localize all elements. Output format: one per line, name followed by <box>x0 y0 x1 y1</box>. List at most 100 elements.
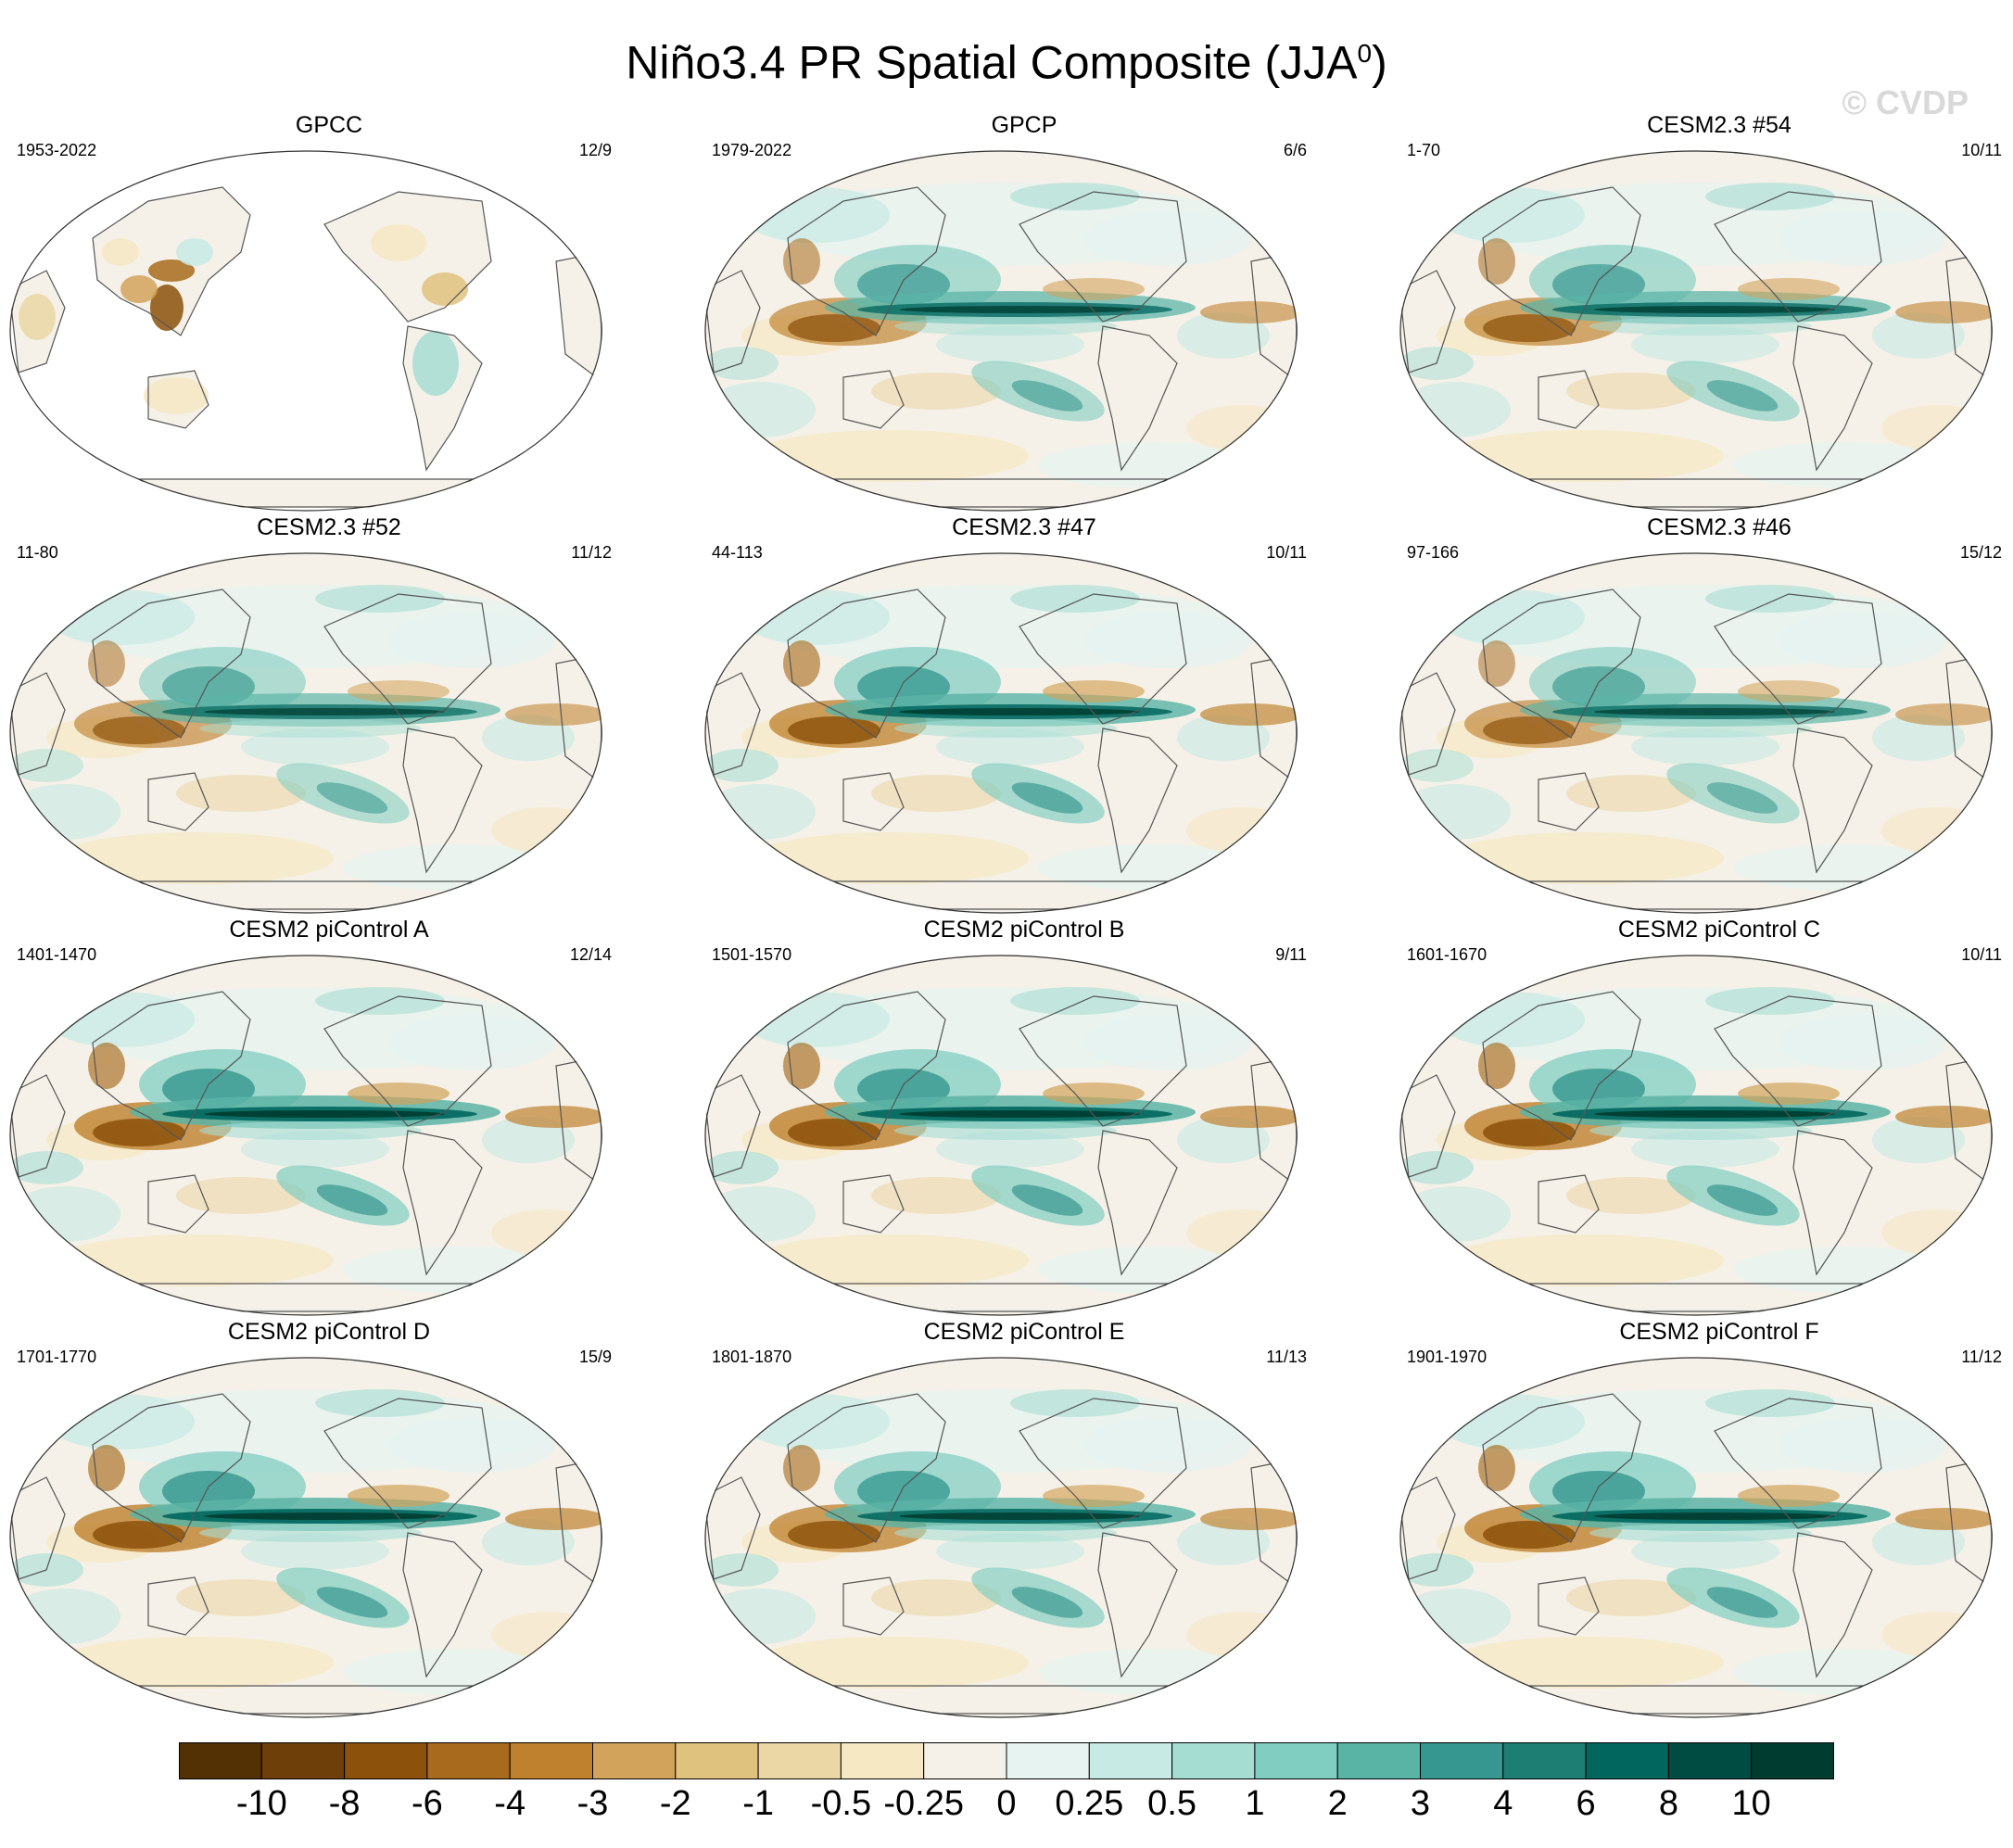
panel-title: CESM2 piControl C <box>1617 917 1821 943</box>
precip-anomaly <box>1733 442 1956 488</box>
precip-anomaly <box>1566 775 1696 812</box>
coastline <box>1097 325 1178 472</box>
dry-anomaly <box>1478 640 1515 687</box>
wet-anomaly <box>1706 1184 1779 1216</box>
map-panel: GPCP 1979-2022 6/6 <box>704 111 1344 512</box>
precip-anomaly <box>1399 1186 1511 1242</box>
precip-anomaly <box>1399 382 1511 437</box>
dry-anomaly <box>788 314 880 342</box>
panel-count: 10/11 <box>1961 945 2002 964</box>
panel-years: 1701-1770 <box>17 1348 97 1366</box>
coastline <box>402 1130 483 1276</box>
precip-anomaly <box>871 373 1001 410</box>
colorbar-tick-label: 0.25 <box>1055 1784 1124 1823</box>
map <box>704 1357 1298 1718</box>
precip-anomaly <box>1446 1234 1724 1286</box>
coastline <box>1482 186 1641 336</box>
precip-anomaly <box>422 272 468 306</box>
map-border <box>704 150 1298 512</box>
colorbar-tick-label: -3 <box>576 1784 609 1823</box>
coastline <box>1482 1393 1641 1543</box>
coastlines <box>9 589 602 910</box>
colorbar-tick-label: 10 <box>1731 1784 1771 1823</box>
coastline <box>1019 1398 1187 1529</box>
precip-anomaly <box>144 377 209 414</box>
map-field <box>704 955 1298 1316</box>
colorbar-tick-label: 1 <box>1245 1784 1265 1823</box>
dry-anomaly <box>788 716 880 744</box>
map-panel: CESM2.3 #47 44-113 10/11 <box>704 513 1344 914</box>
coastline <box>1538 1174 1600 1234</box>
map-panel: CESM2.3 #54 1-70 10/11 <box>1399 111 2013 512</box>
dry-anomaly <box>1478 238 1515 285</box>
dry-anomaly <box>93 716 185 744</box>
coastline <box>147 1174 209 1234</box>
dry-anomaly <box>348 1082 449 1105</box>
precip-anomaly <box>1733 1247 1956 1293</box>
panel-title: CESM2 piControl B <box>923 917 1125 943</box>
dry-anomaly <box>1200 703 1298 726</box>
colorbar-swatch <box>260 1742 346 1779</box>
precip-anomaly <box>1631 728 1779 766</box>
coastline <box>1019 593 1187 725</box>
coastline <box>323 191 492 323</box>
colorbar-tick-label: -8 <box>328 1784 361 1823</box>
coastline <box>1482 589 1641 739</box>
colorbar-swatch <box>1751 1742 1834 1779</box>
panel-count: 10/11 <box>1961 141 2002 159</box>
map-panel: CESM2 piControl D 1701-1770 15/9 <box>9 1318 649 1718</box>
panel-title: GPCC <box>295 112 363 138</box>
precip-anomaly <box>751 832 1029 884</box>
dry-anomaly <box>88 640 125 687</box>
precip-anomaly <box>9 1589 120 1644</box>
precip-anomaly <box>1872 715 1965 761</box>
map-background <box>9 150 602 512</box>
precip-anomaly <box>1038 844 1260 891</box>
map <box>1399 955 1993 1316</box>
precip-anomaly <box>46 589 195 645</box>
precip-anomaly <box>241 1131 389 1168</box>
coastline <box>1482 991 1641 1141</box>
map-panel: CESM2.3 #46 97-166 15/12 <box>1399 513 2013 914</box>
panel-count: 11/12 <box>571 543 612 562</box>
colorbar-swatch <box>509 1742 594 1779</box>
precip-anomaly <box>482 1519 575 1565</box>
dry-anomaly <box>1738 278 1840 300</box>
precip-anomaly <box>315 585 445 613</box>
coastline <box>92 589 251 739</box>
map-border <box>9 1357 602 1718</box>
colorbar-swatch <box>1585 1742 1669 1779</box>
precip-anomaly <box>56 1637 334 1689</box>
wet-anomaly <box>316 1184 388 1216</box>
precip-anomaly <box>1186 807 1298 854</box>
dry-anomaly <box>88 1043 125 1089</box>
precip-anomaly <box>389 1015 556 1070</box>
panel-years: 1601-1670 <box>1407 945 1488 964</box>
colorbar-labels: -10 -8 -6 -4 -3 -2 -1 -0.5 -0.25 0 0.25 0.5 1 2 3 4 6 8 10 <box>179 1784 1834 1830</box>
colorbar-swatch <box>1006 1742 1090 1779</box>
wet-anomaly <box>899 708 1140 715</box>
coastlines <box>9 1393 602 1715</box>
coastline <box>1538 1576 1600 1636</box>
coastline <box>1714 191 1882 323</box>
colorbar-swatch <box>675 1742 759 1779</box>
precip-anomaly <box>1705 585 1835 613</box>
map-border <box>9 955 602 1316</box>
coastline <box>704 270 761 373</box>
map <box>9 552 602 914</box>
map-field <box>1399 1357 1993 1718</box>
colorbar-tick-label: -6 <box>411 1784 443 1823</box>
coastline <box>1714 1398 1882 1529</box>
panel-title: CESM2 piControl D <box>227 1319 431 1345</box>
dry-anomaly <box>1478 1043 1515 1089</box>
wet-anomaly <box>199 1121 422 1140</box>
panel-years: 1901-1970 <box>1407 1348 1488 1366</box>
dry-anomaly <box>783 1043 820 1089</box>
precip-anomaly <box>871 1177 1001 1214</box>
wet-anomaly <box>204 1110 445 1118</box>
precip-anomaly <box>491 1612 602 1658</box>
precip-anomaly <box>1446 430 1724 482</box>
panel-title: CESM2.3 #47 <box>952 514 1096 540</box>
precip-anomaly <box>1733 1649 1956 1695</box>
panel-years: 1401-1470 <box>17 945 97 964</box>
